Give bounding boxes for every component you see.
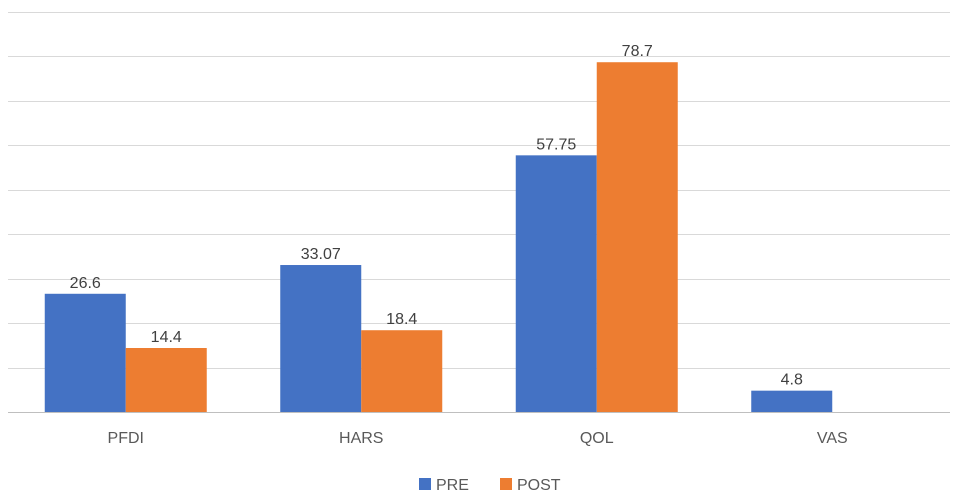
bar-post-qol <box>596 62 678 412</box>
bar-pre-pfdi <box>44 293 126 412</box>
x-tick-label-qol: QOL <box>580 430 614 447</box>
bar-pre-hars <box>280 265 362 412</box>
legend-swatch-pre <box>419 478 431 490</box>
x-tick-label-hars: HARS <box>339 430 383 447</box>
data-label-pre-pfdi: 26.6 <box>70 275 101 292</box>
x-axis-ticks: PFDI HARS QOL VAS <box>108 430 848 447</box>
bar-post-pfdi <box>125 348 207 412</box>
data-label-post-qol: 78.7 <box>622 43 653 60</box>
data-label-pre-qol: 57.75 <box>536 136 576 153</box>
data-label-pre-vas: 4.8 <box>781 372 803 389</box>
bar-post-hars <box>361 330 443 412</box>
data-labels: 26.6 14.4 33.07 18.4 57.75 78.7 4.8 <box>70 43 803 388</box>
x-tick-label-vas: VAS <box>817 430 848 447</box>
bar-pre-qol <box>515 155 597 413</box>
bars <box>44 62 833 413</box>
legend-label-post: POST <box>517 477 561 494</box>
legend-swatch-post <box>500 478 512 490</box>
x-tick-label-pfdi: PFDI <box>108 430 144 447</box>
gridlines <box>8 12 950 369</box>
data-label-post-pfdi: 14.4 <box>151 329 182 346</box>
data-label-pre-hars: 33.07 <box>301 246 341 263</box>
legend: PRE POST <box>419 477 561 494</box>
data-label-post-hars: 18.4 <box>386 311 417 328</box>
bar-pre-vas <box>751 390 833 412</box>
legend-label-pre: PRE <box>436 477 469 494</box>
